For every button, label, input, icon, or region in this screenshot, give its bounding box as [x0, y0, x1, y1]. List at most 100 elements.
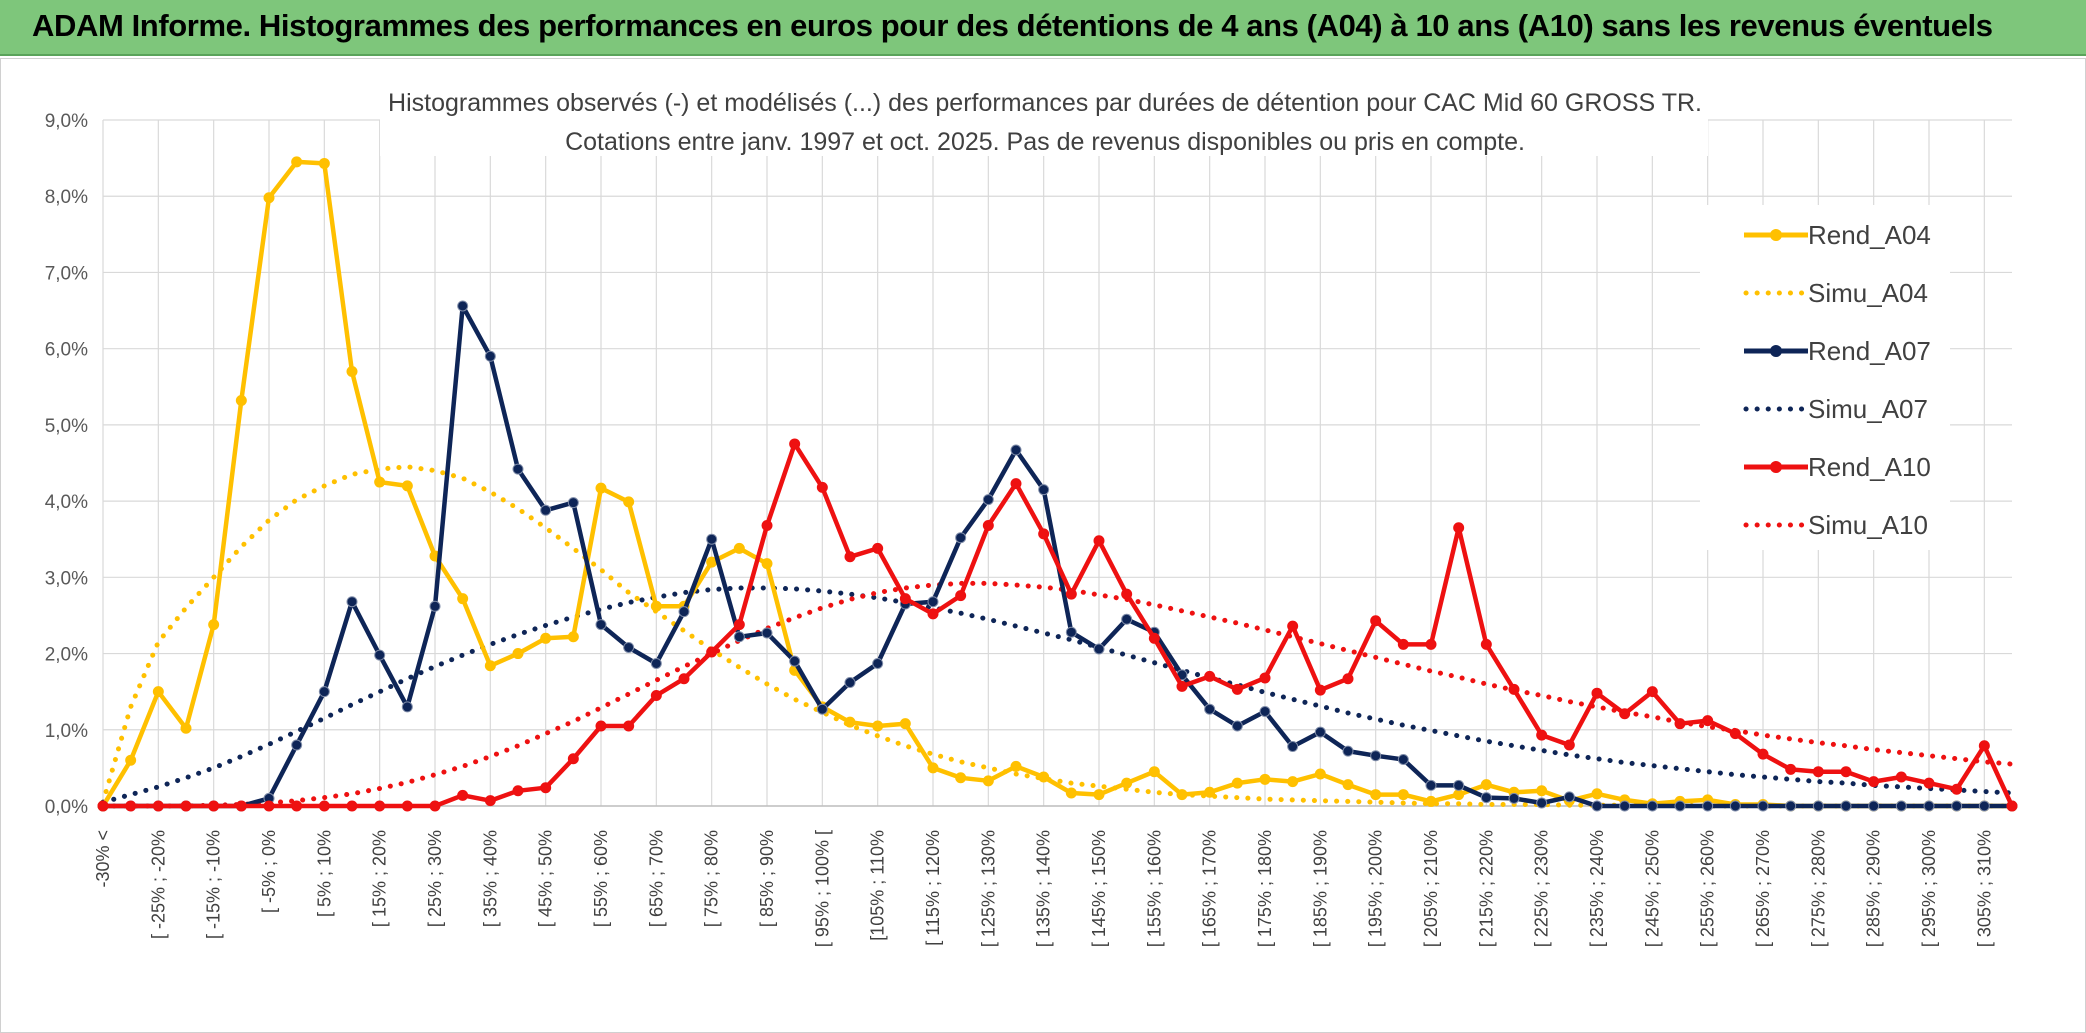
data-point-rend-a04	[125, 754, 137, 766]
data-point-rend-a07	[955, 532, 967, 544]
data-point-rend-a10	[955, 590, 967, 602]
series-line-simu-a10	[100, 580, 2015, 809]
data-point-rend-a07	[1785, 800, 1797, 812]
data-point-rend-a04	[152, 686, 164, 698]
data-point-rend-a07	[1038, 484, 1050, 496]
data-point-rend-a10	[97, 800, 109, 812]
y-axis-ticks: 0,0% 1,0% 2,0% 3,0% 4,0% 5,0% 6,0% 7,0% 8,0% 9,0%	[45, 111, 88, 818]
series-line-simu-a07	[100, 585, 2015, 805]
banner-title: ADAM Informe. Histogrammes des performan…	[32, 8, 1993, 43]
y-tick-label: 0,0%	[45, 797, 88, 818]
data-point-rend-a04	[1287, 776, 1299, 788]
y-tick-label: 1,0%	[45, 721, 88, 742]
data-point-rend-a07	[816, 703, 828, 715]
x-tick-label: [ 85% ; 90%	[757, 830, 777, 927]
data-point-rend-a10	[706, 646, 718, 658]
data-point-rend-a07	[595, 619, 607, 631]
data-point-rend-a10	[1425, 638, 1437, 650]
chart-title-line2: Cotations entre janv. 1997 et oct. 2025.…	[565, 128, 1525, 156]
data-point-rend-a10	[927, 608, 939, 620]
x-tick-label: [ 285% ; 290%	[1864, 830, 1884, 947]
data-point-rend-a07	[1287, 741, 1299, 753]
data-point-rend-a07	[1397, 754, 1409, 766]
data-point-rend-a10	[1646, 686, 1658, 698]
data-point-rend-a07	[1646, 800, 1658, 812]
data-point-rend-a07	[761, 627, 773, 639]
x-tick-label: [ 25% ; 30%	[425, 830, 445, 927]
data-point-rend-a04	[844, 716, 856, 728]
data-point-rend-a10	[512, 785, 524, 797]
data-point-rend-a10	[401, 800, 413, 812]
data-point-rend-a07	[1259, 705, 1271, 717]
data-point-rend-a04	[457, 593, 469, 605]
data-point-rend-a10	[291, 800, 303, 812]
data-point-rend-a10	[1757, 748, 1769, 760]
data-point-rend-a07	[1453, 779, 1465, 791]
data-point-rend-a04	[1176, 789, 1188, 801]
data-point-rend-a10	[844, 551, 856, 563]
data-point-rend-a07	[1370, 750, 1382, 762]
data-point-rend-a10	[623, 720, 635, 732]
legend-label-simu-a07: Simu_A07	[1808, 394, 1928, 424]
legend-label-rend-a07: Rend_A07	[1808, 336, 1931, 366]
data-point-rend-a10	[1231, 683, 1243, 695]
data-point-rend-a10	[457, 789, 469, 801]
data-point-rend-a07	[1121, 613, 1133, 625]
data-point-rend-a04	[1480, 779, 1492, 791]
data-point-rend-a10	[1397, 638, 1409, 650]
data-point-rend-a10	[1868, 776, 1880, 788]
x-tick-label: [ -15% ; -10%	[204, 830, 224, 939]
x-tick-label: [ 55% ; 60%	[591, 830, 611, 927]
data-point-rend-a10	[1480, 638, 1492, 650]
data-point-rend-a07	[1425, 779, 1437, 791]
data-point-rend-a04	[1065, 787, 1077, 799]
data-point-rend-a10	[1342, 673, 1354, 685]
data-point-rend-a10	[346, 800, 358, 812]
data-point-rend-a07	[927, 596, 939, 608]
data-point-rend-a10	[1785, 763, 1797, 775]
data-point-rend-a04	[540, 632, 552, 644]
data-point-rend-a04	[733, 542, 745, 554]
x-tick-label: [ 145% ; 150%	[1089, 830, 1109, 947]
data-point-rend-a10	[2006, 800, 2018, 812]
x-tick-label: -30% <	[93, 830, 113, 888]
data-point-rend-a07	[401, 701, 413, 713]
x-tick-label: [ 15% ; 20%	[370, 830, 390, 927]
data-point-rend-a10	[125, 800, 137, 812]
data-point-rend-a10	[1010, 478, 1022, 490]
x-tick-label: [ 45% ; 50%	[536, 830, 556, 927]
x-tick-label: [ 265% ; 270%	[1753, 830, 1773, 947]
data-point-rend-a10	[208, 800, 220, 812]
data-point-rend-a07	[1812, 800, 1824, 812]
data-point-rend-a10	[1923, 777, 1935, 789]
x-tick-label: [ 95% ; 100% [	[812, 830, 832, 947]
data-point-rend-a07	[733, 631, 745, 643]
data-point-rend-a04	[512, 648, 524, 660]
data-point-rend-a07	[872, 657, 884, 669]
data-point-rend-a10	[1729, 728, 1741, 740]
data-point-rend-a07	[1563, 791, 1575, 803]
data-point-rend-a10	[595, 720, 607, 732]
data-point-rend-a07	[1923, 800, 1935, 812]
x-tick-label: [ 305% ; 310%	[1974, 830, 1994, 947]
legend-marker-rend-a04	[1770, 229, 1782, 241]
data-point-rend-a04	[899, 718, 911, 730]
data-point-rend-a04	[595, 482, 607, 494]
data-point-rend-a04	[1397, 789, 1409, 801]
data-point-rend-a10	[1093, 535, 1105, 547]
data-point-rend-a10	[1065, 588, 1077, 600]
title-background	[380, 84, 1708, 156]
data-point-rend-a07	[650, 657, 662, 669]
data-point-rend-a04	[1010, 760, 1022, 772]
data-point-rend-a10	[1840, 766, 1852, 778]
legend-label-rend-a04: Rend_A04	[1808, 220, 1931, 250]
data-point-rend-a10	[1674, 718, 1686, 730]
data-point-rend-a10	[1812, 766, 1824, 778]
x-tick-label: [ 245% ; 250%	[1642, 830, 1662, 947]
data-point-rend-a07	[1674, 800, 1686, 812]
x-tick-label: [ 35% ; 40%	[480, 830, 500, 927]
series-line-rend-a10	[103, 441, 2015, 809]
data-point-rend-a07	[1619, 800, 1631, 812]
data-point-rend-a07	[374, 649, 386, 661]
data-point-rend-a04	[1121, 777, 1133, 789]
